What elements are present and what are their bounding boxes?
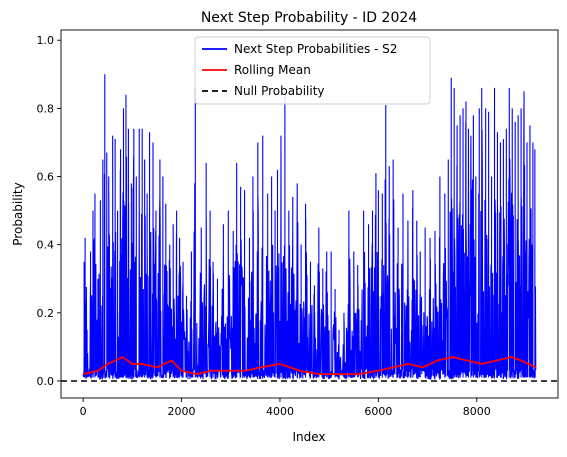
plot-area	[61, 74, 558, 382]
x-axis: 0 2000 4000 6000 8000	[80, 398, 491, 418]
y-tick-label-0: 0.0	[37, 375, 55, 388]
x-tick-label-1: 2000	[168, 405, 196, 418]
series-next-step-probabilities	[82, 74, 537, 381]
x-tick-label-3: 6000	[364, 405, 392, 418]
y-tick-label-1: 0.2	[37, 307, 55, 320]
x-tick-label-2: 4000	[266, 405, 294, 418]
x-tick-label-0: 0	[80, 405, 87, 418]
legend-label-rolling-mean: Rolling Mean	[234, 63, 311, 77]
y-tick-label-4: 0.8	[37, 102, 55, 115]
legend-label-null-probability: Null Probability	[234, 84, 325, 98]
y-axis-label: Probability	[11, 182, 25, 245]
legend-label-probabilities: Next Step Probabilities - S2	[234, 42, 397, 56]
y-tick-label-5: 1.0	[37, 34, 55, 47]
x-axis-label: Index	[292, 430, 325, 444]
y-axis: 0.0 0.2 0.4 0.6 0.8 1.0	[37, 34, 61, 388]
x-tick-label-4: 8000	[463, 405, 491, 418]
plot-frame	[60, 29, 559, 399]
series-next-step-probabilities-line	[82, 74, 537, 381]
legend: Next Step Probabilities - S2 Rolling Mea…	[194, 36, 431, 105]
y-tick-label-3: 0.6	[37, 171, 55, 184]
series-rolling-mean	[82, 356, 537, 376]
chart-title: Next Step Probability - ID 2024	[201, 10, 417, 26]
legend-box	[194, 36, 431, 105]
y-tick-label-2: 0.4	[37, 239, 55, 252]
